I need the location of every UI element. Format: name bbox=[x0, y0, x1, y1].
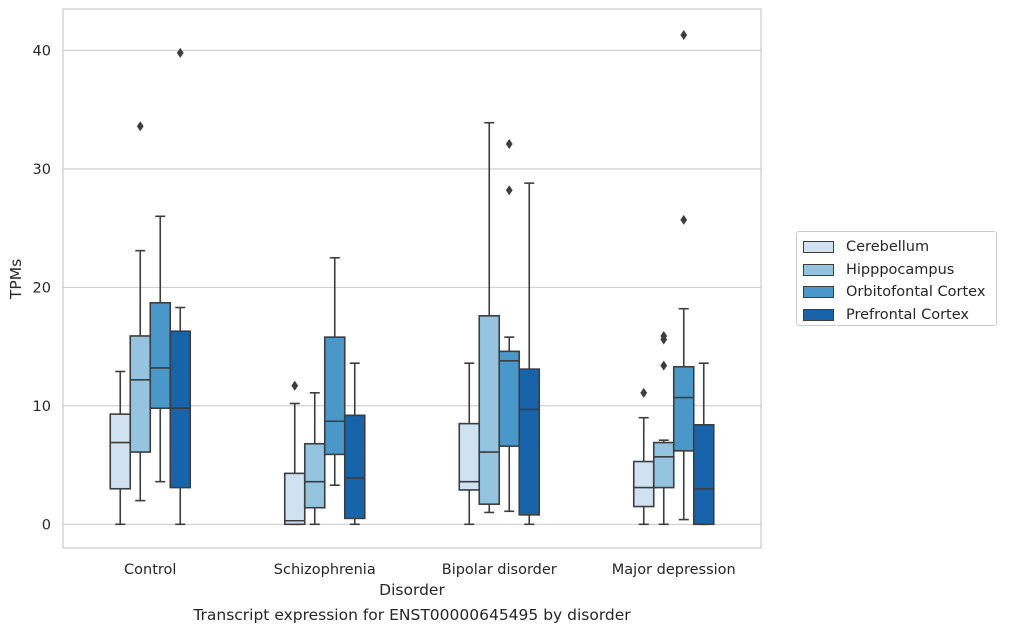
outlier-point bbox=[660, 360, 668, 371]
legend-label-orbitofrontal-cortex: Orbitofontal Cortex bbox=[846, 284, 986, 301]
box-cerebellum-schizophrenia bbox=[283, 380, 306, 526]
legend-swatch-prefrontal-cortex bbox=[803, 308, 834, 321]
box-prefrontal-cortex-bipolar-disorder bbox=[518, 182, 541, 526]
outlier-point bbox=[505, 185, 513, 196]
series-cerebellum bbox=[109, 362, 655, 526]
series-orbitofontal-cortex bbox=[149, 30, 695, 521]
box-iqr bbox=[303, 442, 326, 509]
box-orbitofontal-cortex-major-depression bbox=[672, 30, 695, 521]
box-iqr bbox=[323, 336, 346, 456]
y-tick-label-40: 40 bbox=[33, 43, 51, 59]
box-iqr bbox=[283, 472, 306, 526]
box-iqr bbox=[672, 365, 695, 452]
y-axis-title: TPMs bbox=[7, 259, 25, 300]
box-prefrontal-cortex-major-depression bbox=[692, 362, 715, 526]
box-iqr bbox=[632, 460, 655, 508]
box-iqr bbox=[652, 441, 675, 489]
series-hipppocampus bbox=[129, 121, 675, 526]
legend-label-cerebellum: Cerebellum bbox=[846, 239, 930, 256]
box-iqr bbox=[149, 301, 172, 410]
box-iqr bbox=[129, 335, 152, 453]
outlier-point bbox=[136, 121, 144, 132]
outlier-point bbox=[505, 139, 513, 150]
outlier-point bbox=[660, 330, 668, 341]
box-iqr bbox=[478, 315, 501, 505]
series-prefrontal-cortex bbox=[169, 47, 715, 526]
box-cerebellum-bipolar-disorder bbox=[458, 362, 481, 526]
legend-item-prefrontal-cortex: Prefrontal Cortex bbox=[803, 304, 996, 327]
x-axis-title: Disorder bbox=[379, 581, 445, 599]
legend-swatch-orbitofrontal-cortex bbox=[803, 286, 834, 299]
box-hipppocampus-bipolar-disorder bbox=[478, 121, 501, 514]
x-tick-labels: Control Schizophrenia Bipolar disorder Majo… bbox=[124, 562, 736, 578]
outlier-point bbox=[680, 30, 688, 41]
box-hipppocampus-control bbox=[129, 121, 152, 502]
box-orbitofontal-cortex-bipolar-disorder bbox=[498, 139, 521, 513]
box-cerebellum-major-depression bbox=[632, 387, 655, 526]
legend-item-hippocampus: Hipppocampus bbox=[803, 259, 996, 282]
box-prefrontal-cortex-control bbox=[169, 47, 192, 526]
box-hipppocampus-schizophrenia bbox=[303, 392, 326, 526]
box-iqr bbox=[498, 350, 521, 447]
box-orbitofontal-cortex-schizophrenia bbox=[323, 256, 346, 487]
box-iqr bbox=[343, 414, 366, 520]
legend-item-cerebellum: Cerebellum bbox=[803, 236, 996, 259]
box-iqr bbox=[169, 330, 192, 489]
box-orbitofontal-cortex-control bbox=[149, 215, 172, 483]
box-iqr bbox=[692, 423, 715, 526]
box-hipppocampus-major-depression bbox=[652, 330, 675, 526]
legend-swatch-cerebellum bbox=[803, 241, 834, 254]
box-series bbox=[109, 30, 715, 526]
legend-label-prefrontal-cortex: Prefrontal Cortex bbox=[846, 306, 969, 323]
plot-frame bbox=[62, 8, 762, 549]
box-iqr bbox=[109, 413, 132, 490]
y-tick-label-10: 10 bbox=[33, 399, 51, 415]
y-tick-labels: 0 10 20 30 40 bbox=[33, 43, 51, 533]
outlier-point bbox=[640, 387, 648, 398]
box-cerebellum-control bbox=[109, 370, 132, 526]
legend: Cerebellum Hipppocampus Orbitofontal Cor… bbox=[796, 231, 997, 326]
y-tick-label-0: 0 bbox=[42, 517, 51, 533]
legend-swatch-hippocampus bbox=[803, 263, 834, 276]
box-iqr bbox=[518, 368, 541, 516]
outlier-point bbox=[680, 214, 688, 225]
x-tick-label-bipolar-disorder: Bipolar disorder bbox=[442, 562, 557, 578]
y-tick-label-30: 30 bbox=[33, 162, 51, 178]
box-iqr bbox=[458, 422, 481, 491]
outlier-point bbox=[291, 380, 299, 391]
chart-caption: Transcript expression for ENST0000064549… bbox=[193, 606, 631, 624]
x-tick-label-major-depression: Major depression bbox=[612, 562, 736, 578]
box-prefrontal-cortex-schizophrenia bbox=[343, 362, 366, 526]
outlier-point bbox=[176, 47, 184, 58]
y-tick-label-20: 20 bbox=[33, 280, 51, 296]
x-tick-label-schizophrenia: Schizophrenia bbox=[274, 562, 376, 578]
x-tick-label-control: Control bbox=[124, 562, 176, 578]
legend-item-orbitofrontal-cortex: Orbitofontal Cortex bbox=[803, 281, 996, 304]
legend-label-hippocampus: Hipppocampus bbox=[846, 261, 955, 278]
